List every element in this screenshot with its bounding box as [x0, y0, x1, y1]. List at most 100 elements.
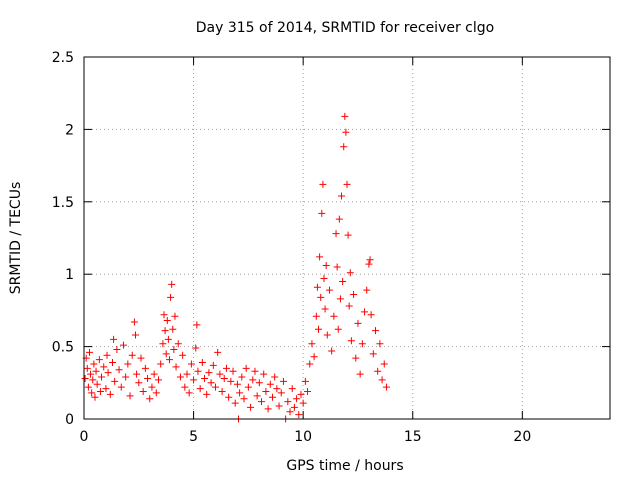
chart-title: Day 315 of 2014, SRMTID for receiver clg…	[196, 20, 494, 36]
data-point	[366, 256, 374, 264]
data-point	[132, 331, 140, 339]
data-point	[371, 327, 379, 335]
data-point	[155, 376, 163, 384]
data-point	[343, 180, 351, 188]
y-tick-label: 0.5	[52, 340, 74, 356]
data-point	[141, 364, 149, 372]
data-point	[126, 392, 134, 400]
data-point	[144, 374, 152, 382]
x-tick-label: 20	[513, 429, 531, 445]
data-point	[104, 369, 112, 377]
data-point	[242, 364, 250, 372]
data-point	[95, 356, 103, 364]
data-point	[320, 275, 328, 283]
data-point	[318, 209, 326, 217]
data-point	[333, 263, 341, 271]
data-point	[258, 398, 266, 406]
data-point	[111, 377, 119, 385]
data-point	[133, 370, 141, 378]
data-point	[286, 408, 294, 416]
data-point	[319, 180, 327, 188]
data-point	[113, 345, 121, 353]
data-point	[229, 367, 237, 375]
data-point	[225, 393, 233, 401]
data-point	[264, 405, 272, 413]
data-point	[227, 377, 235, 385]
data-point	[231, 399, 239, 407]
data-point	[88, 389, 96, 397]
data-point	[253, 392, 261, 400]
data-point	[91, 393, 99, 401]
data-point	[363, 286, 371, 294]
data-point	[89, 376, 97, 384]
y-tick-label: 2	[65, 122, 74, 138]
data-point	[378, 376, 386, 384]
y-tick-label: 1.5	[52, 195, 74, 211]
data-point	[160, 311, 168, 319]
grid	[84, 57, 610, 419]
x-tick-label: 0	[80, 429, 89, 445]
axis-ticks: 0 0.5 1 1.5 2 2.5 0 5 10 15 20	[52, 50, 610, 445]
data-point	[96, 387, 104, 395]
data-point	[205, 369, 213, 377]
data-point	[322, 262, 330, 270]
data-point	[323, 331, 331, 339]
data-point	[299, 399, 307, 407]
data-point	[198, 359, 206, 367]
data-point	[260, 370, 268, 378]
data-point	[308, 340, 316, 348]
data-point	[247, 403, 255, 411]
data-point	[176, 373, 184, 381]
y-tick-label: 1	[65, 267, 74, 283]
data-point	[203, 390, 211, 398]
data-point	[361, 308, 369, 316]
data-point	[130, 318, 138, 326]
data-point	[233, 380, 241, 388]
data-point	[164, 335, 172, 343]
data-point	[128, 351, 136, 359]
data-point	[174, 340, 182, 348]
data-point	[352, 354, 360, 362]
data-point	[268, 393, 276, 401]
data-point	[312, 312, 320, 320]
data-point	[342, 128, 350, 136]
data-point	[181, 383, 189, 391]
data-point	[339, 277, 347, 285]
data-point	[183, 370, 191, 378]
data-point	[162, 350, 170, 358]
data-point	[301, 377, 309, 385]
data-point	[146, 395, 154, 403]
data-point	[345, 302, 353, 310]
data-point	[135, 379, 143, 387]
data-point	[106, 390, 114, 398]
y-tick-label: 0	[65, 412, 74, 428]
data-point	[85, 348, 93, 356]
data-points	[81, 112, 390, 423]
data-point	[369, 350, 377, 358]
data-point	[92, 367, 100, 375]
data-point	[367, 311, 375, 319]
data-point	[98, 373, 106, 381]
data-point	[317, 293, 325, 301]
data-point	[137, 354, 145, 362]
data-point	[249, 376, 257, 384]
data-point	[139, 387, 147, 395]
data-point	[214, 348, 222, 356]
x-tick-label: 5	[189, 429, 198, 445]
data-point	[185, 389, 193, 397]
data-point	[284, 398, 292, 406]
data-point	[330, 312, 338, 320]
data-point	[187, 360, 195, 368]
data-point	[338, 192, 346, 200]
data-point	[163, 317, 171, 325]
data-point	[168, 280, 176, 288]
data-point	[84, 383, 92, 391]
data-point	[87, 370, 95, 378]
data-point	[358, 340, 366, 348]
data-point	[115, 366, 123, 374]
data-point	[290, 403, 298, 411]
x-tick-label: 15	[404, 429, 422, 445]
data-point	[159, 340, 167, 348]
